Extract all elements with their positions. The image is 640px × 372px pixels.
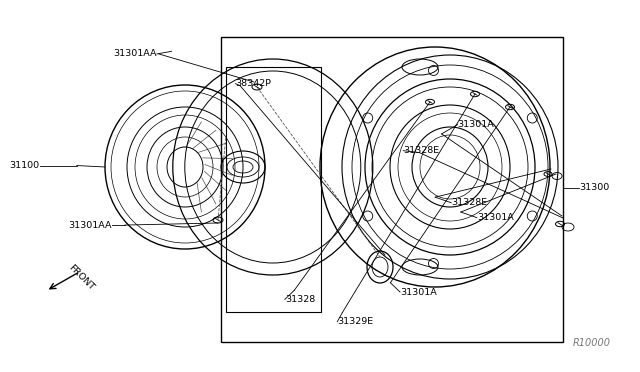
- Text: 31328E: 31328E: [451, 198, 487, 207]
- Text: R10000: R10000: [573, 338, 611, 348]
- Text: 38342P: 38342P: [236, 79, 271, 88]
- Text: 31301A: 31301A: [400, 288, 436, 296]
- Bar: [221, 37, 563, 342]
- Text: 31328E: 31328E: [403, 146, 439, 155]
- Text: 31100: 31100: [10, 161, 40, 170]
- Text: 31328: 31328: [285, 295, 315, 304]
- Text: FRONT: FRONT: [67, 263, 96, 292]
- Text: 31301AA: 31301AA: [68, 221, 112, 230]
- Bar: [226, 67, 321, 312]
- Text: 31329E: 31329E: [337, 317, 373, 326]
- Text: 31300: 31300: [579, 183, 609, 192]
- Text: 31301AA: 31301AA: [113, 49, 157, 58]
- Text: 31301A: 31301A: [458, 120, 494, 129]
- Text: 31301A: 31301A: [477, 213, 513, 222]
